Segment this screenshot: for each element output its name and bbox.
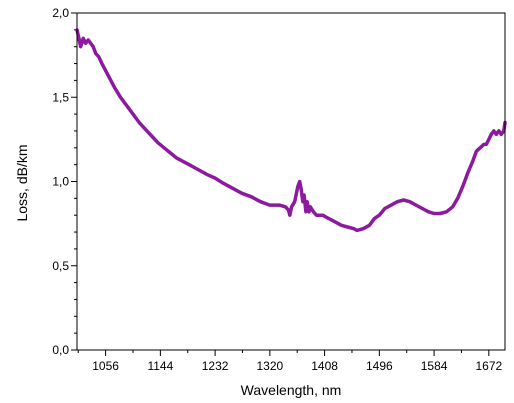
y-tick-label: 0,0 <box>52 343 69 357</box>
y-tick-label: 1,5 <box>52 90 69 104</box>
x-tick-label: 1672 <box>475 359 502 373</box>
x-axis-title: Wavelength, nm <box>241 382 342 398</box>
y-tick-label: 0,5 <box>52 259 69 273</box>
plot-frame <box>76 12 506 351</box>
x-tick-label: 1144 <box>147 359 173 373</box>
x-tick-label: 1584 <box>421 359 448 373</box>
ticks-layer <box>71 12 490 356</box>
series-layer <box>75 28 507 233</box>
x-tick-label: 1320 <box>256 359 283 373</box>
x-tick-label: 1496 <box>366 359 393 373</box>
x-tick-label: 1232 <box>202 359 229 373</box>
y-tick-label: 2,0 <box>52 6 69 20</box>
x-tick-label: 1056 <box>92 359 119 373</box>
y-tick-label: 1,0 <box>52 175 69 189</box>
tick-labels-layer: 1056 1144 1232 1320 1408 1496 1584 1672 0,0 0,5 1,… <box>52 6 502 373</box>
loss-series-line <box>75 28 507 233</box>
x-tick-label: 1408 <box>311 359 338 373</box>
y-axis-title: Loss, dB/km <box>14 144 30 221</box>
